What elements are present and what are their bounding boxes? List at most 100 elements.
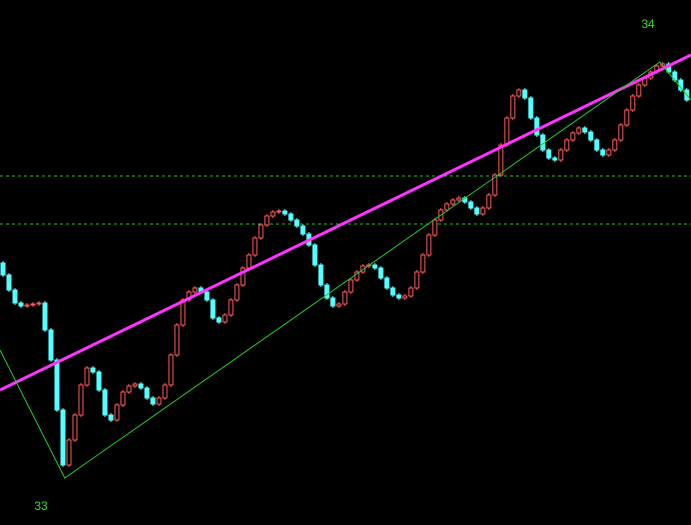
candle-body: [150, 397, 156, 405]
candle-body: [294, 219, 300, 227]
candle-body: [588, 131, 594, 141]
candle-body: [468, 201, 474, 209]
candle-body: [348, 279, 354, 293]
candle-body: [108, 414, 114, 421]
candle-body: [594, 139, 600, 151]
candle-body: [102, 389, 108, 416]
candle-body: [378, 267, 384, 279]
candle-body: [216, 317, 222, 323]
candle-body: [228, 299, 234, 316]
candle-body: [18, 302, 24, 307]
candle-body: [474, 207, 480, 215]
candle-body: [204, 291, 210, 301]
candle-body: [516, 89, 522, 97]
candle-body: [42, 302, 48, 331]
candle-body: [612, 139, 618, 151]
candle-body: [30, 303, 36, 306]
candle-body: [480, 207, 486, 215]
candle-body: [120, 391, 126, 406]
candle-body: [282, 210, 288, 215]
candle-body: [558, 149, 564, 161]
candle-body: [408, 287, 414, 297]
candle-body: [522, 89, 528, 99]
candle-body: [264, 215, 270, 226]
candle-body: [420, 254, 426, 273]
candle-body: [450, 199, 456, 205]
candle-body: [276, 210, 282, 213]
candle-body: [402, 295, 408, 299]
candle-body: [246, 254, 252, 269]
candle-body: [318, 264, 324, 286]
candle-body: [270, 211, 276, 217]
candle-body: [600, 149, 606, 156]
candle-body: [396, 294, 402, 299]
candle-body: [132, 383, 138, 387]
candle-body: [372, 264, 378, 269]
candle-body: [618, 124, 624, 141]
candle-body: [168, 354, 174, 386]
candle-body: [354, 271, 360, 281]
candle-body: [582, 127, 588, 133]
candle-body: [36, 302, 42, 305]
candle-body: [570, 132, 576, 141]
candle-body: [156, 397, 162, 405]
candle-body: [624, 109, 630, 126]
candle-body: [384, 277, 390, 289]
candle-body: [6, 274, 12, 291]
candle-body: [72, 414, 78, 441]
candle-body: [96, 371, 102, 391]
candle-body: [486, 194, 492, 209]
trend-line: [0, 53, 691, 392]
candle-body: [90, 367, 96, 373]
wave-label: 34: [641, 17, 655, 31]
candle-body: [288, 213, 294, 221]
candle-body: [534, 117, 540, 136]
candle-body: [78, 384, 84, 416]
candle-body: [342, 291, 348, 305]
candle-body: [444, 203, 450, 211]
candle-body: [498, 144, 504, 176]
candle-body: [510, 95, 516, 119]
candle-body: [630, 95, 636, 111]
candle-body: [60, 409, 66, 466]
candle-body: [564, 139, 570, 151]
candle-body: [114, 404, 120, 421]
candle-body: [174, 324, 180, 356]
candle-body: [636, 84, 642, 97]
candle-body: [234, 284, 240, 301]
candle-body: [54, 359, 60, 411]
candle-body: [432, 219, 438, 236]
candle-body: [576, 127, 582, 134]
candle-body: [546, 149, 552, 159]
candle-body: [12, 289, 18, 304]
candle-body: [606, 149, 612, 156]
wave-label: 33: [34, 499, 48, 513]
candle-body: [192, 287, 198, 293]
candle-body: [84, 367, 90, 386]
candle-body: [240, 267, 246, 286]
candle-body: [180, 299, 186, 326]
candle-body: [504, 117, 510, 146]
candle-body: [426, 234, 432, 256]
candle-body: [414, 271, 420, 289]
candle-body: [48, 329, 54, 361]
candle-body: [492, 174, 498, 196]
candle-body: [336, 303, 342, 307]
candle-body: [24, 304, 30, 307]
trend-line: [0, 61, 691, 479]
candle-body: [126, 385, 132, 393]
candle-body: [222, 314, 228, 323]
candle-body: [144, 387, 150, 399]
candle-body: [0, 262, 6, 276]
candle-body: [390, 287, 396, 296]
candle-body: [258, 224, 264, 239]
candle-body: [210, 299, 216, 319]
candle-body: [330, 297, 336, 307]
candle-body: [528, 97, 534, 119]
candle-body: [324, 284, 330, 299]
candle-body: [138, 383, 144, 389]
candle-body: [552, 157, 558, 161]
